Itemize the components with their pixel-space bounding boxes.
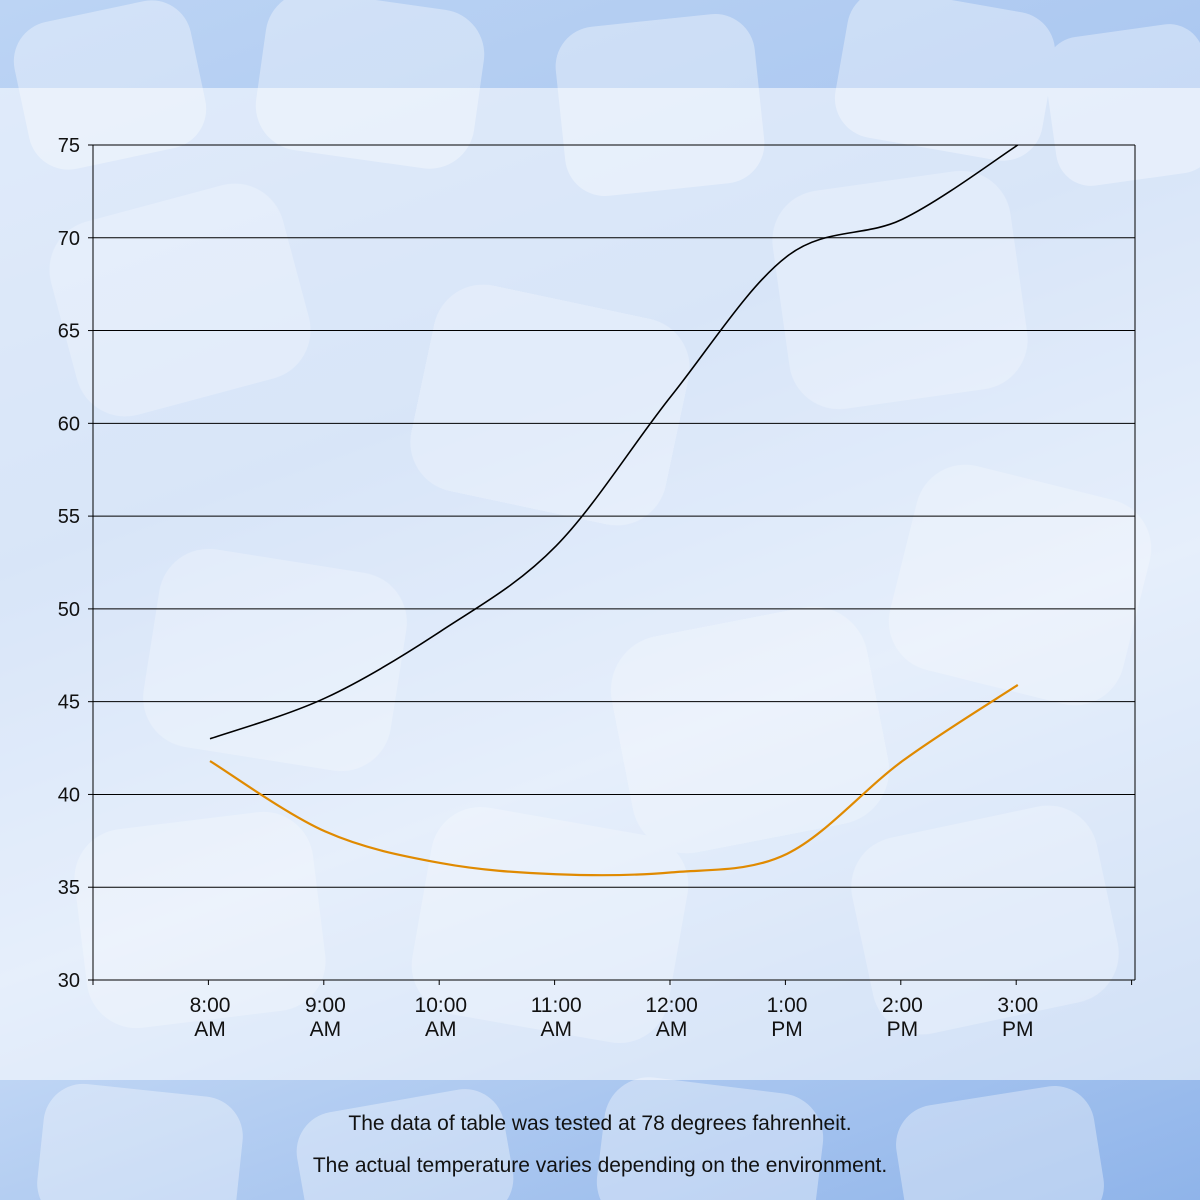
y-tick-label: 70 — [58, 228, 80, 250]
caption-test-temperature: The data of table was tested at 78 degre… — [348, 1112, 852, 1135]
x-tick-labels: 8:00 AM 9:00 AM 10:00 AM 11:00 AM 12:00 AM 1:00 PM 2… — [190, 994, 1039, 1041]
x-tick-label: 1:00 PM — [767, 994, 808, 1041]
axes — [88, 144, 1136, 985]
y-tick-label: 45 — [58, 692, 80, 714]
x-tick-label: 2:00 PM — [882, 994, 923, 1041]
y-tick-label: 55 — [58, 506, 80, 528]
x-tick-label: 10:00 AM — [415, 994, 468, 1041]
x-tick-label: 3:00 PM — [997, 994, 1038, 1041]
y-tick-label: 30 — [58, 970, 80, 992]
series-line-2 — [209, 684, 1019, 877]
x-tick-label: 8:00 AM — [190, 994, 231, 1041]
x-tick-label: 12:00 AM — [645, 994, 698, 1041]
chart-panel — [0, 88, 1200, 1080]
gridlines — [93, 144, 1135, 981]
y-tick-labels: 30 35 40 45 50 55 60 65 70 75 — [58, 135, 80, 992]
y-tick-label: 50 — [58, 599, 80, 621]
series-lines — [209, 144, 1019, 877]
y-tick-label: 35 — [58, 877, 80, 899]
y-tick-label: 65 — [58, 321, 80, 343]
y-tick-label: 40 — [58, 784, 80, 806]
x-tick-label: 9:00 AM — [305, 994, 346, 1041]
series-line-1 — [209, 144, 1019, 740]
caption-environment-note: The actual temperature varies depending … — [312, 1154, 888, 1177]
x-tick-label: 11:00 AM — [531, 994, 582, 1041]
y-tick-label: 60 — [58, 413, 80, 435]
y-tick-label: 75 — [58, 135, 80, 157]
